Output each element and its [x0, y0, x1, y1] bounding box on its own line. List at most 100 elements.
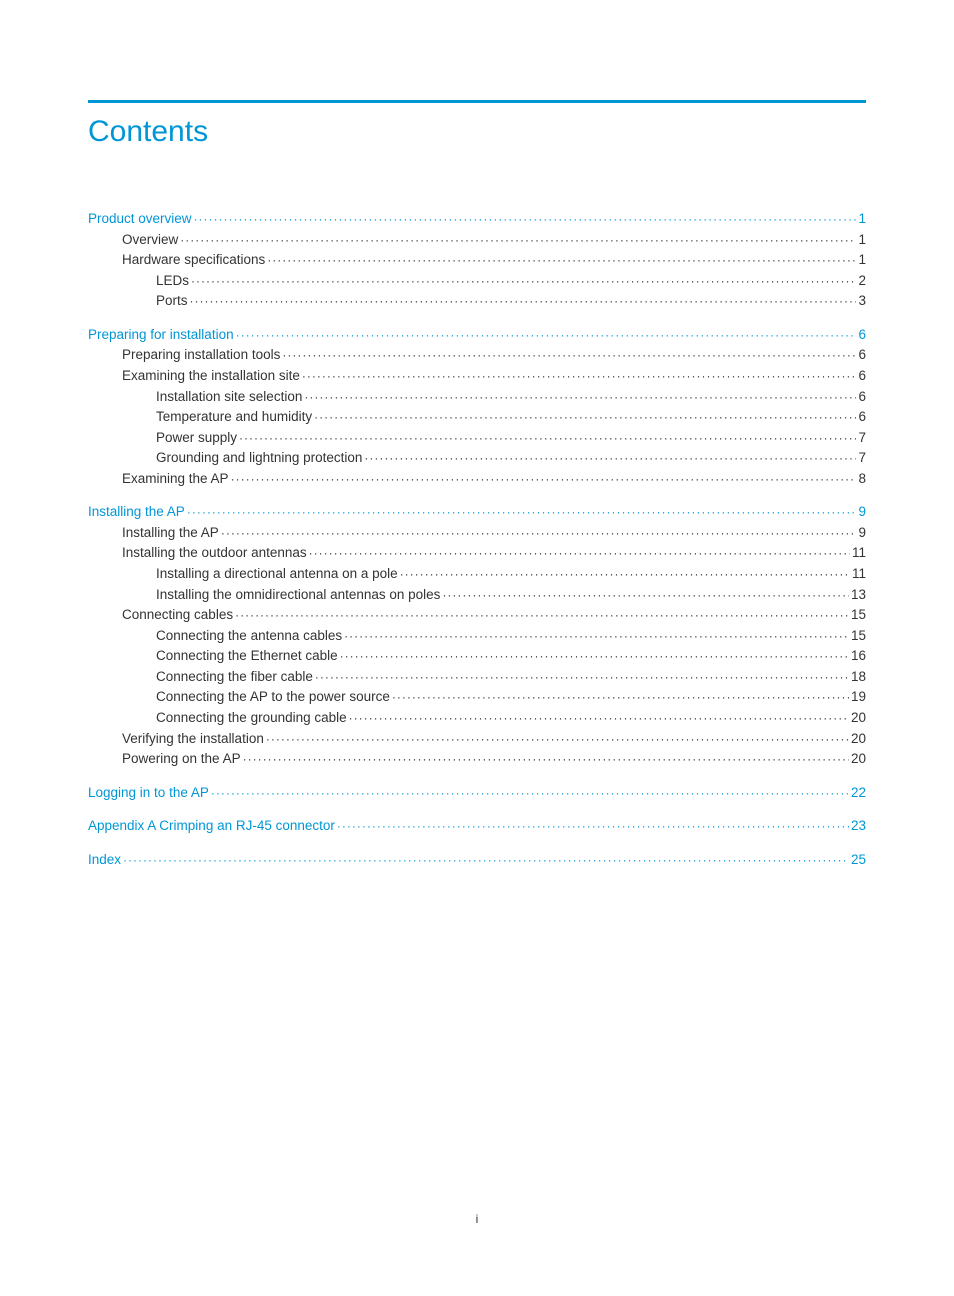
toc-page-number[interactable]: 7: [858, 428, 866, 448]
toc-leader-dots: [194, 209, 857, 229]
toc-label[interactable]: Installing a directional antenna on a po…: [156, 564, 398, 584]
toc-entry[interactable]: Connecting the grounding cable 20: [88, 708, 866, 728]
toc-entry[interactable]: Connecting the fiber cable 18: [88, 667, 866, 687]
toc-page-number[interactable]: 23: [851, 816, 866, 836]
toc-label[interactable]: Logging in to the AP: [88, 783, 209, 803]
toc-entry[interactable]: Examining the installation site 6: [88, 366, 866, 386]
toc-leader-dots: [231, 469, 857, 489]
toc-label[interactable]: Index: [88, 850, 121, 870]
toc-page-number[interactable]: 6: [858, 366, 866, 386]
toc-page-number[interactable]: 16: [851, 646, 866, 666]
toc-entry[interactable]: Ports 3: [88, 291, 866, 311]
toc-leader-dots: [235, 605, 849, 625]
toc-label[interactable]: Installation site selection: [156, 387, 302, 407]
toc-label[interactable]: Connecting the grounding cable: [156, 708, 347, 728]
toc-label[interactable]: Installing the AP: [122, 523, 219, 543]
toc-entry[interactable]: Verifying the installation 20: [88, 729, 866, 749]
toc-leader-dots: [187, 502, 857, 522]
toc-leader-dots: [349, 708, 849, 728]
toc-entry[interactable]: LEDs 2: [88, 271, 866, 291]
toc-page-number[interactable]: 6: [858, 345, 866, 365]
toc-label[interactable]: Verifying the installation: [122, 729, 264, 749]
toc-page-number[interactable]: 1: [858, 230, 866, 250]
toc-page-number[interactable]: 15: [851, 626, 866, 646]
toc-page-number[interactable]: 3: [858, 291, 866, 311]
toc-leader-dots: [340, 646, 849, 666]
toc-entry[interactable]: Connecting the Ethernet cable 16: [88, 646, 866, 666]
toc-page-number[interactable]: 20: [851, 749, 866, 769]
toc-label[interactable]: Temperature and humidity: [156, 407, 312, 427]
toc-page-number[interactable]: 20: [851, 708, 866, 728]
toc-label[interactable]: Connecting the Ethernet cable: [156, 646, 338, 666]
toc-page-number[interactable]: 9: [858, 523, 866, 543]
toc-label[interactable]: Grounding and lightning protection: [156, 448, 362, 468]
toc-label[interactable]: Connecting cables: [122, 605, 233, 625]
toc-entry[interactable]: Examining the AP 8: [88, 469, 866, 489]
toc-label[interactable]: Installing the AP: [88, 502, 185, 522]
toc-entry[interactable]: Powering on the AP 20: [88, 749, 866, 769]
toc-entry[interactable]: Connecting the AP to the power source 19: [88, 687, 866, 707]
toc-label[interactable]: Overview: [122, 230, 178, 250]
toc-page-number[interactable]: 6: [858, 407, 866, 427]
toc-entry[interactable]: Installing the AP 9: [88, 523, 866, 543]
toc-label[interactable]: LEDs: [156, 271, 189, 291]
toc-label[interactable]: Installing the outdoor antennas: [122, 543, 307, 563]
toc-entry[interactable]: Hardware specifications 1: [88, 250, 866, 270]
toc-page-number[interactable]: 9: [858, 502, 866, 522]
toc-entry[interactable]: Installing the outdoor antennas 11: [88, 543, 866, 563]
toc-page-number[interactable]: 11: [852, 564, 866, 584]
toc-page-number[interactable]: 2: [858, 271, 866, 291]
toc-label[interactable]: Preparing for installation: [88, 325, 234, 345]
toc-entry[interactable]: Installation site selection 6: [88, 387, 866, 407]
toc-entry[interactable]: Power supply 7: [88, 428, 866, 448]
toc-leader-dots: [180, 230, 856, 250]
toc-label[interactable]: Examining the AP: [122, 469, 229, 489]
toc-entry[interactable]: Logging in to the AP 22: [88, 783, 866, 803]
toc-entry[interactable]: Temperature and humidity 6: [88, 407, 866, 427]
toc-page-number[interactable]: 18: [851, 667, 866, 687]
toc-page-number[interactable]: 15: [851, 605, 866, 625]
toc-label[interactable]: Examining the installation site: [122, 366, 300, 386]
toc-label[interactable]: Ports: [156, 291, 188, 311]
toc-entry[interactable]: Installing the omnidirectional antennas …: [88, 585, 866, 605]
toc-label[interactable]: Power supply: [156, 428, 237, 448]
toc-entry[interactable]: Preparing for installation 6: [88, 325, 866, 345]
toc-label[interactable]: Connecting the AP to the power source: [156, 687, 390, 707]
toc-leader-dots: [315, 667, 849, 687]
page-container: Contents Product overview1Overview1Hardw…: [0, 0, 954, 930]
toc-page-number[interactable]: 7: [858, 448, 866, 468]
toc-label[interactable]: Hardware specifications: [122, 250, 265, 270]
toc-leader-dots: [442, 585, 849, 605]
toc-page-number[interactable]: 25: [851, 850, 866, 870]
toc-label[interactable]: Connecting the antenna cables: [156, 626, 342, 646]
toc-entry[interactable]: Grounding and lightning protection 7: [88, 448, 866, 468]
toc-entry[interactable]: Index 25: [88, 850, 866, 870]
toc-page-number[interactable]: 22: [851, 783, 866, 803]
toc-page-number[interactable]: 19: [851, 687, 866, 707]
top-rule: [88, 100, 866, 103]
toc-entry[interactable]: Installing the AP 9: [88, 502, 866, 522]
toc-entry[interactable]: Product overview 1: [88, 209, 866, 229]
toc-entry[interactable]: Installing a directional antenna on a po…: [88, 564, 866, 584]
page-title: Contents: [88, 115, 866, 149]
toc-page-number[interactable]: 6: [858, 325, 866, 345]
toc-entry[interactable]: Connecting cables 15: [88, 605, 866, 625]
toc-page-number[interactable]: 6: [858, 387, 866, 407]
toc-label[interactable]: Connecting the fiber cable: [156, 667, 313, 687]
toc-page-number[interactable]: 11: [852, 543, 866, 563]
toc-entry[interactable]: Connecting the antenna cables 15: [88, 626, 866, 646]
toc-page-number[interactable]: 13: [851, 585, 866, 605]
toc-label[interactable]: Preparing installation tools: [122, 345, 280, 365]
toc-entry[interactable]: Appendix A Crimping an RJ-45 connector 23: [88, 816, 866, 836]
toc-label[interactable]: Product overview: [88, 209, 192, 229]
toc-label[interactable]: Powering on the AP: [122, 749, 241, 769]
toc-label[interactable]: Installing the omnidirectional antennas …: [156, 585, 440, 605]
toc-entry[interactable]: Preparing installation tools 6: [88, 345, 866, 365]
toc-page-number[interactable]: 20: [851, 729, 866, 749]
toc-page-number[interactable]: 8: [858, 469, 866, 489]
toc-entry[interactable]: Overview 1: [88, 230, 866, 250]
toc-page-number[interactable]: 1: [858, 209, 866, 229]
toc-leader-dots: [344, 626, 849, 646]
toc-label[interactable]: Appendix A Crimping an RJ-45 connector: [88, 816, 335, 836]
toc-page-number[interactable]: 1: [858, 250, 866, 270]
